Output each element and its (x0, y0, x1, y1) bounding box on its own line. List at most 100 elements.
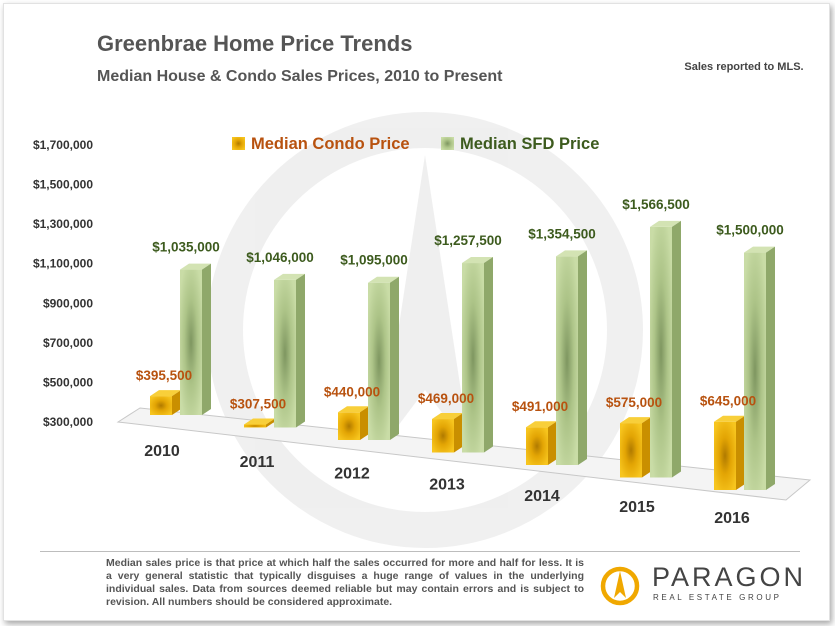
y-tick-label: $1,300,000 (33, 217, 93, 231)
condo-bar-side (454, 413, 463, 453)
sfd-value-label: $1,046,000 (246, 250, 314, 265)
sfd-value-label: $1,095,000 (340, 253, 408, 268)
condo-bar-top (620, 417, 651, 424)
legend-sfd-swatch (441, 137, 454, 150)
sfd-bar-front (368, 282, 390, 440)
footer-divider (40, 551, 800, 552)
sfd-bar-side (766, 246, 775, 490)
condo-bar-side (266, 418, 275, 428)
condo-bar-front (714, 421, 736, 490)
sfd-bar-side (296, 273, 305, 428)
sfd-bar (744, 246, 775, 490)
source-note: Sales reported to MLS. (684, 61, 804, 73)
condo-value-label: $645,000 (700, 394, 756, 409)
condo-value-label: $307,500 (230, 397, 286, 412)
sfd-value-label: $1,257,500 (434, 233, 502, 248)
sfd-bar (650, 220, 681, 478)
condo-bar-top (714, 415, 745, 422)
condo-bar (714, 415, 745, 490)
condo-value-label: $395,500 (136, 368, 192, 383)
condo-bar-top (150, 390, 181, 397)
condo-bar-top (244, 418, 275, 425)
sfd-bar-front (556, 256, 578, 465)
logo-wordmark: PARAGON (652, 562, 807, 592)
condo-value-label: $491,000 (512, 399, 568, 414)
sfd-bar-top (180, 263, 211, 270)
x-tick-label: 2010 (144, 443, 180, 460)
condo-bar (620, 417, 651, 478)
sfd-value-label: $1,354,500 (528, 226, 596, 241)
condo-bar-front (432, 419, 454, 453)
sfd-bar-top (368, 276, 399, 283)
x-tick-label: 2012 (334, 465, 370, 482)
condo-bar-front (150, 396, 172, 415)
x-tick-label: 2016 (714, 510, 750, 527)
legend-condo-swatch (232, 137, 245, 150)
sfd-bar-front (744, 252, 766, 490)
y-tick-label: $900,000 (43, 296, 93, 310)
sfd-value-label: $1,566,500 (622, 197, 690, 212)
condo-bar (150, 390, 181, 415)
sfd-bar-top (556, 250, 587, 257)
legend-sfd-label: Median SFD Price (460, 135, 599, 153)
sfd-bar-top (462, 257, 493, 264)
condo-bar (244, 418, 275, 428)
x-tick-label: 2014 (524, 488, 560, 505)
sfd-bar-front (650, 226, 672, 478)
chart-subtitle: Median House & Condo Sales Prices, 2010 … (97, 68, 503, 85)
watermark-logo (207, 112, 643, 548)
sfd-value-label: $1,500,000 (716, 223, 784, 238)
chart-frame: Greenbrae Home Price Trends Median House… (3, 3, 830, 621)
sfd-bar-side (578, 250, 587, 465)
condo-bar-front (620, 423, 642, 478)
sfd-bar-front (180, 269, 202, 415)
condo-value-label: $469,000 (418, 391, 474, 406)
sfd-bar (556, 250, 587, 465)
legend-condo-label: Median Condo Price (251, 135, 410, 153)
x-tick-label: 2011 (240, 454, 275, 471)
condo-bar-front (244, 424, 266, 428)
sfd-bar-side (484, 257, 493, 453)
x-tick-label: 2015 (619, 499, 655, 516)
condo-bar-top (338, 406, 369, 413)
sfd-bar-top (650, 220, 681, 227)
chart-title: Greenbrae Home Price Trends (97, 31, 413, 56)
condo-bar-front (338, 412, 360, 440)
sfd-bar-side (672, 220, 681, 478)
condo-bar (338, 406, 369, 440)
sfd-bar (274, 273, 305, 428)
sfd-bar (462, 257, 493, 453)
condo-value-label: $440,000 (324, 384, 380, 399)
sfd-bar-top (744, 246, 775, 253)
y-tick-label: $500,000 (43, 375, 93, 389)
condo-bar-side (172, 390, 181, 415)
logo-tagline: REAL ESTATE GROUP (653, 593, 782, 602)
x-tick-label: 2013 (429, 477, 465, 494)
sfd-bar-front (274, 279, 296, 428)
sfd-bar (368, 276, 399, 440)
sfd-bar (180, 263, 211, 415)
y-tick-label: $1,700,000 (33, 138, 93, 152)
condo-bar-top (432, 413, 463, 420)
condo-bar-top (526, 421, 557, 428)
condo-bar-side (548, 421, 557, 465)
disclaimer-text: Median sales price is that price at whic… (106, 557, 584, 608)
sfd-bar-side (202, 263, 211, 415)
y-tick-label: $700,000 (43, 336, 93, 350)
condo-bar-side (642, 417, 651, 478)
paragon-logo-icon (600, 566, 640, 606)
condo-bar (432, 413, 463, 453)
sfd-bar-side (390, 276, 399, 440)
condo-bar-side (736, 415, 745, 490)
condo-value-label: $575,000 (606, 395, 662, 410)
sfd-bar-top (274, 273, 305, 280)
sfd-value-label: $1,035,000 (152, 240, 220, 255)
condo-bar-side (360, 406, 369, 440)
condo-bar (526, 421, 557, 465)
condo-bar-front (526, 427, 548, 465)
y-tick-label: $1,100,000 (33, 257, 93, 271)
sfd-bar-front (462, 263, 484, 453)
y-tick-label: $300,000 (43, 415, 93, 429)
y-tick-label: $1,500,000 (33, 178, 93, 192)
